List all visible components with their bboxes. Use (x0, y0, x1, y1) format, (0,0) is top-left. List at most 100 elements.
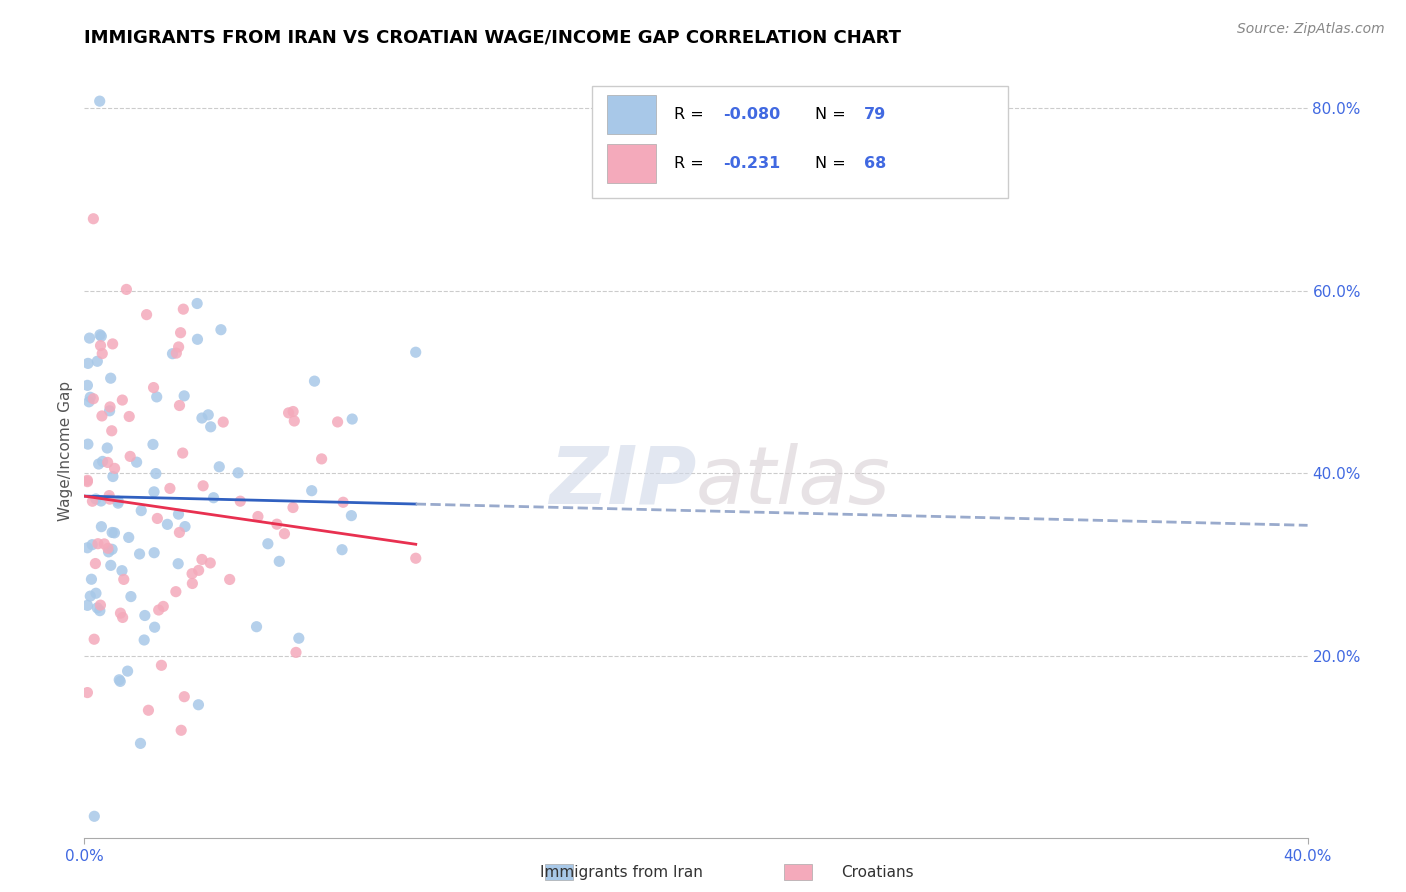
Point (93, 537, 115, 551)
Point (107, 496, 129, 510)
Point (170, 723, 193, 738)
Point (76, 473, 98, 487)
Text: Immigrants from Iran: Immigrants from Iran (540, 865, 703, 880)
Point (100, 424, 122, 438)
Point (82, 392, 104, 406)
Point (100, 558, 122, 573)
Point (169, 525, 191, 540)
Point (187, 698, 209, 712)
Point (118, 531, 141, 545)
Point (96, 441, 118, 455)
Text: ZIP: ZIP (548, 442, 696, 521)
Point (76, 685, 98, 699)
Point (117, 664, 139, 678)
Point (90, 494, 112, 508)
Point (229, 494, 252, 508)
Point (301, 483, 323, 498)
Point (167, 340, 190, 354)
Point (89, 327, 111, 342)
Point (82, 494, 104, 508)
Y-axis label: Wage/Income Gap: Wage/Income Gap (58, 380, 73, 521)
Point (156, 517, 179, 532)
Point (162, 347, 184, 361)
Point (202, 491, 225, 505)
Point (152, 599, 174, 614)
Point (128, 547, 150, 561)
Point (146, 511, 169, 525)
Point (76, 475, 98, 489)
Text: R =: R = (673, 156, 709, 171)
Point (101, 542, 124, 557)
Point (134, 632, 156, 647)
Point (342, 412, 364, 426)
Point (77, 356, 100, 370)
Point (108, 673, 131, 687)
Point (97, 541, 120, 556)
Point (197, 408, 219, 422)
Point (90, 329, 112, 343)
Point (103, 525, 125, 540)
Point (111, 392, 134, 407)
Point (86, 601, 108, 615)
Text: Source: ZipAtlas.com: Source: ZipAtlas.com (1237, 22, 1385, 37)
Text: IMMIGRANTS FROM IRAN VS CROATIAN WAGE/INCOME GAP CORRELATION CHART: IMMIGRANTS FROM IRAN VS CROATIAN WAGE/IN… (84, 29, 901, 47)
Point (112, 573, 135, 587)
Point (173, 690, 195, 704)
Point (226, 466, 249, 480)
Point (150, 658, 173, 673)
Point (90, 519, 112, 533)
Point (101, 337, 124, 351)
Point (120, 450, 142, 464)
Point (79, 589, 101, 603)
Point (191, 411, 214, 425)
Point (246, 509, 269, 524)
Point (98, 492, 121, 507)
Point (167, 557, 190, 571)
Point (77, 437, 100, 451)
FancyBboxPatch shape (592, 86, 1008, 198)
Point (110, 674, 132, 689)
Text: 79: 79 (863, 107, 886, 122)
Point (76, 541, 98, 555)
Point (82, 538, 104, 552)
Point (83, 632, 105, 647)
Point (304, 374, 326, 388)
Point (186, 296, 208, 310)
Point (129, 503, 152, 517)
Point (86, 354, 108, 368)
FancyBboxPatch shape (606, 144, 655, 183)
Point (212, 415, 235, 429)
Point (120, 590, 142, 604)
Point (277, 406, 299, 420)
Point (87, 457, 110, 471)
Point (77, 394, 100, 409)
Point (200, 556, 222, 570)
Point (84, 557, 107, 571)
Point (266, 517, 288, 532)
Point (326, 415, 349, 429)
Point (84, 491, 107, 506)
Point (167, 507, 190, 521)
Point (281, 404, 304, 418)
Point (83, 809, 105, 823)
Point (143, 484, 166, 499)
Point (181, 576, 204, 591)
Point (89, 598, 111, 612)
Point (405, 551, 427, 566)
Point (135, 308, 157, 322)
Point (311, 451, 333, 466)
Point (97, 545, 120, 559)
Point (87, 537, 110, 551)
Point (285, 645, 308, 659)
Point (91, 409, 114, 423)
Point (187, 563, 209, 577)
Point (107, 494, 129, 508)
Point (101, 525, 124, 540)
Point (405, 345, 427, 359)
Point (79, 390, 101, 404)
Point (98, 489, 121, 503)
Point (125, 455, 148, 469)
Point (165, 584, 187, 599)
Point (159, 482, 181, 496)
Point (80, 572, 103, 586)
